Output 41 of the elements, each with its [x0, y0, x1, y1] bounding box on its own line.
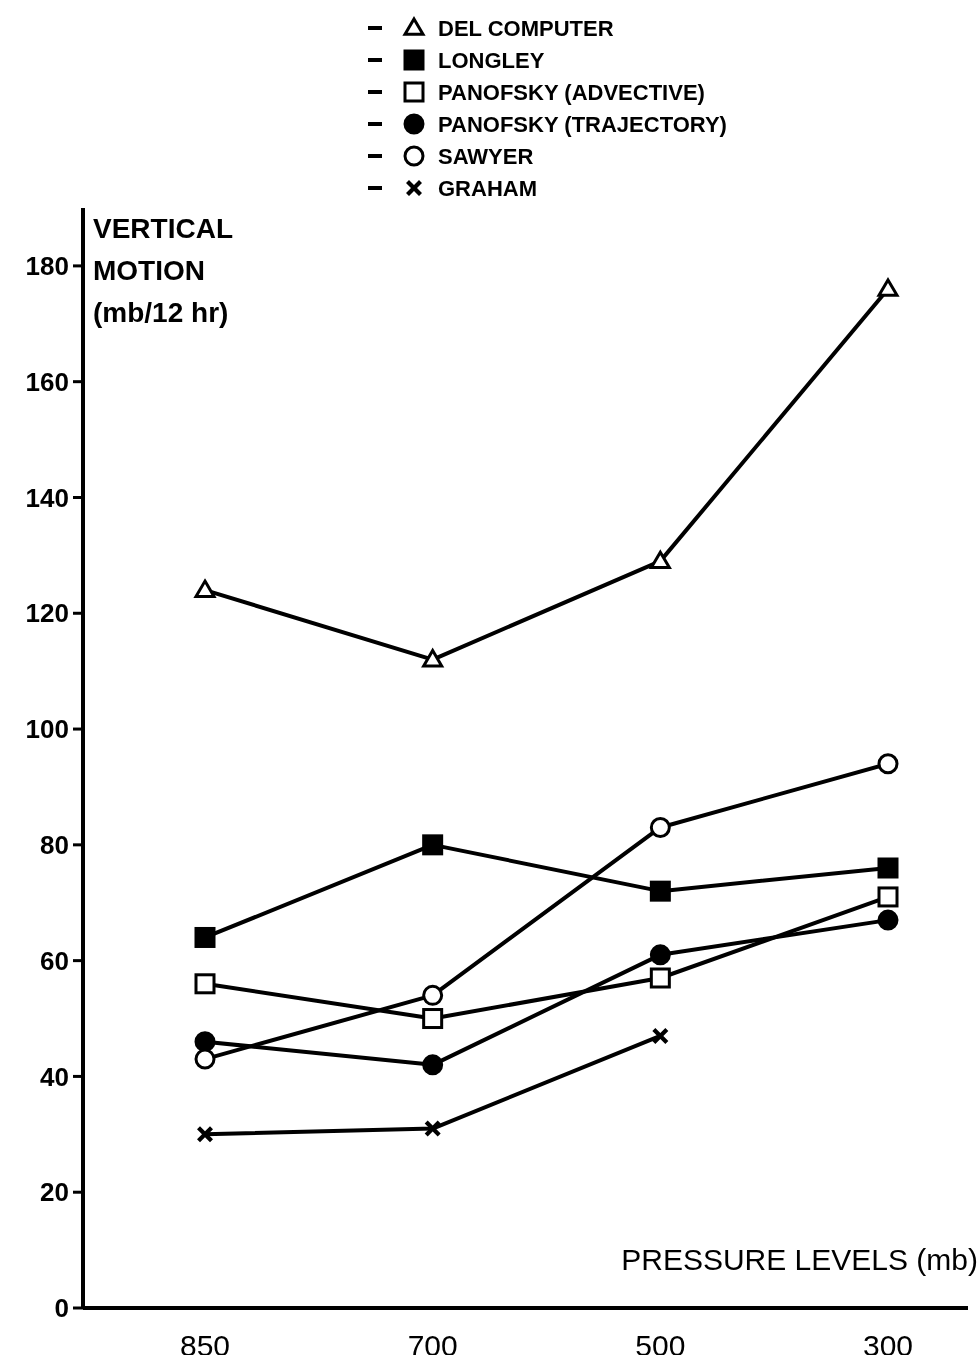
point [649, 944, 671, 966]
point [422, 834, 444, 856]
point [649, 550, 671, 569]
y-tick-label: 120 [25, 598, 69, 629]
point [424, 1120, 441, 1137]
y-tick-label: 60 [40, 945, 69, 976]
point [194, 579, 216, 598]
point [652, 1027, 669, 1044]
point [877, 753, 899, 775]
y-tick-label: 80 [40, 829, 69, 860]
y-tick-label: 0 [54, 1293, 69, 1324]
y-axis-title: VERTICAL MOTION (mb/12 hr) [93, 213, 233, 328]
y-tick-label: 40 [40, 1061, 69, 1092]
point [422, 984, 444, 1006]
point [197, 1126, 213, 1143]
point [194, 1031, 216, 1053]
legend-label: PANOFSKY (ADVECTIVE) [438, 79, 705, 105]
point [422, 1054, 444, 1076]
point [877, 278, 899, 297]
legend-label: GRAHAM [438, 175, 537, 201]
x-axis-title: PRESSURE LEVELS (mb) [621, 1243, 978, 1276]
legend-label: PANOFSKY (TRAJECTORY) [438, 111, 727, 137]
legend-label: LONGLEY [438, 47, 545, 73]
y-tick-label: 20 [40, 1177, 69, 1208]
point [877, 886, 899, 908]
point [877, 909, 899, 931]
point [194, 926, 216, 948]
point [194, 1048, 216, 1070]
legend-label: DEL COMPUTER [438, 15, 614, 41]
y-tick-label: 100 [25, 714, 69, 745]
point [194, 973, 216, 995]
point [422, 649, 444, 668]
legend-label: SAWYER [438, 143, 534, 169]
y-tick-label: 160 [25, 366, 69, 397]
point [649, 880, 671, 902]
point [422, 1008, 444, 1030]
y-tick-label: 140 [25, 482, 69, 513]
point [649, 816, 671, 838]
y-tick-label: 180 [25, 250, 69, 281]
point [649, 967, 671, 989]
point [877, 857, 899, 879]
